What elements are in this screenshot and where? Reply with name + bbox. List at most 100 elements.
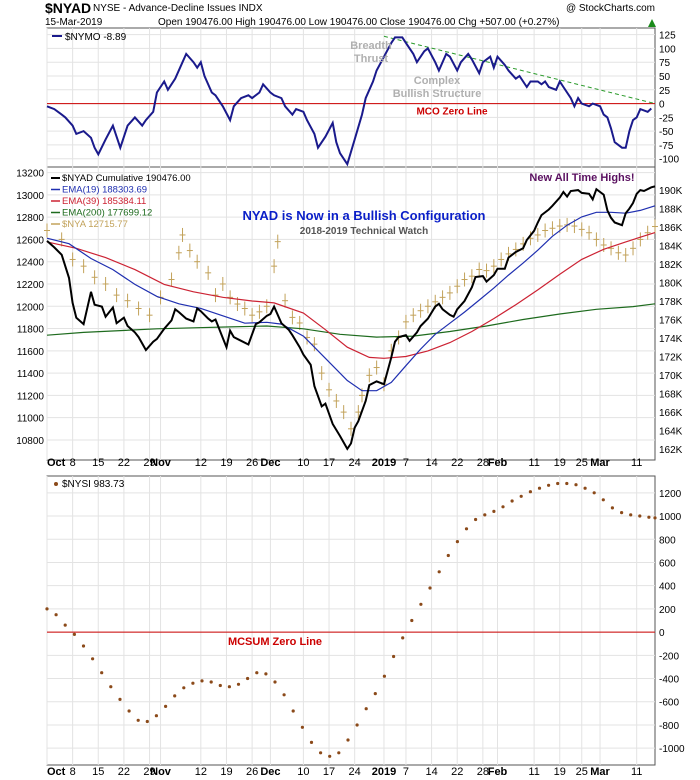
y-right-tick-label: 174K [659, 334, 683, 345]
y-tick-label: 400 [659, 582, 676, 593]
x-tick-label: 7 [403, 766, 409, 778]
nysi-legend-label: $NYSI 983.73 [62, 479, 125, 490]
nysi-dot [100, 671, 104, 675]
x-tick-label: 22 [118, 766, 130, 778]
nysi-dot [81, 644, 86, 648]
nysi-dot [72, 632, 76, 637]
x-tick-label: 24 [349, 766, 361, 778]
y-tick-label: 50 [659, 72, 671, 83]
nysi-dot [556, 481, 560, 486]
y-right-tick-label: 170K [659, 371, 683, 382]
nysi-dot [483, 513, 487, 517]
y-tick-label: -600 [659, 698, 679, 709]
x-tick-label: Dec [260, 457, 280, 469]
y-right-tick-label: 180K [659, 279, 683, 290]
nysi-dot [109, 685, 113, 689]
nysi-dot [355, 723, 359, 727]
nysi-dot [209, 680, 213, 684]
y-left-tick-label: 12400 [16, 258, 44, 269]
nysi-dot [182, 686, 186, 690]
nysi-dot [410, 618, 414, 623]
nysi-legend-swatch [54, 482, 58, 486]
nysi-dot [264, 672, 268, 676]
x-tick-label: 29 [143, 457, 155, 469]
nyad-chart-subtitle: 2018-2019 Technical Watch [300, 226, 428, 237]
nysi-dot [382, 674, 386, 678]
x-tick-label: 26 [246, 766, 258, 778]
nysi-dot [592, 491, 596, 495]
nysi-dot [428, 586, 432, 590]
x-tick-label: 11 [528, 766, 539, 778]
x-tick-label: 11 [631, 457, 642, 469]
nysi-dot [574, 483, 578, 487]
nysi-dot [191, 681, 195, 685]
breadth-thrust-annotation: Breadth [350, 40, 392, 52]
x-tick-label: 19 [554, 457, 566, 469]
x-tick-label: Oct [47, 457, 66, 469]
symbol-title: $NYAD [45, 0, 92, 16]
nysi-dot [601, 498, 605, 502]
nysi-dot [337, 751, 341, 755]
x-tick-label: 19 [220, 457, 232, 469]
y-right-tick-label: 162K [659, 445, 683, 456]
x-tick-label: 19 [220, 766, 232, 778]
x-tick-label: 28 [477, 457, 489, 469]
y-tick-label: 75 [659, 58, 671, 69]
x-tick-label: Nov [150, 457, 172, 469]
y-right-tick-label: 166K [659, 408, 683, 419]
y-left-tick-label: 11200 [17, 391, 45, 402]
ema200-line [46, 303, 656, 338]
brand-label: @ StockCharts.com [565, 3, 655, 14]
y-tick-label: 25 [659, 86, 671, 97]
ema19-line [46, 205, 656, 392]
nysi-dot [118, 697, 122, 702]
y-right-tick-label: 190K [659, 186, 683, 197]
nyad-legend-label: EMA(200) 177699.12 [62, 208, 152, 219]
nysi-dot [446, 553, 450, 558]
new-highs-annotation: New All Time Highs! [529, 172, 634, 184]
x-tick-label: 17 [323, 766, 335, 778]
nysi-dot [309, 740, 314, 745]
nysi-dot [45, 607, 49, 611]
nysi-dot [647, 515, 651, 519]
nysi-dot [200, 679, 204, 683]
ema39-line [46, 232, 656, 359]
breadth-thrust-annotation: Thrust [354, 53, 389, 65]
nysi-dot [464, 527, 469, 531]
y-left-tick-label: 10800 [16, 436, 44, 447]
y-left-tick-label: 13000 [16, 191, 44, 202]
nymo-legend-label: $NYMO -8.89 [65, 32, 127, 43]
nysi-dot [620, 510, 624, 515]
x-tick-label: Feb [488, 457, 508, 469]
nysi-dot [273, 680, 277, 684]
x-tick-label: 8 [70, 457, 76, 469]
y-right-tick-label: 178K [659, 297, 683, 308]
x-tick-label: 10 [297, 766, 309, 778]
nysi-dot [246, 676, 250, 681]
y-right-tick-label: 188K [659, 205, 683, 216]
x-tick-label: 15 [92, 766, 104, 778]
chart-header: $NYAD NYSE - Advance-Decline Issues INDX… [0, 0, 700, 30]
y-tick-label: -1000 [659, 744, 685, 755]
complex-structure-annotation: Bullish Structure [393, 88, 482, 100]
x-tick-label: 11 [631, 766, 642, 778]
y-right-tick-label: 186K [659, 223, 683, 234]
nysi-dot [291, 709, 295, 713]
x-tick-label: 17 [323, 457, 335, 469]
x-tick-label: 2019 [372, 457, 396, 469]
up-arrow-icon [648, 19, 656, 27]
y-tick-label: 1200 [659, 489, 682, 500]
nysi-dot [63, 623, 67, 627]
x-tick-label: Oct [47, 766, 66, 778]
nysi-dot [319, 751, 323, 755]
x-tick-label: 25 [576, 457, 588, 469]
quote-date: 15-Mar-2019 [45, 17, 103, 28]
nysi-dot [401, 636, 405, 640]
x-tick-label: Nov [150, 766, 172, 778]
nysi-dot [328, 754, 332, 758]
nysi-dot [364, 707, 368, 711]
x-tick-label: 25 [576, 766, 588, 778]
y-tick-label: -800 [659, 721, 679, 732]
nysi-dot [583, 486, 587, 490]
